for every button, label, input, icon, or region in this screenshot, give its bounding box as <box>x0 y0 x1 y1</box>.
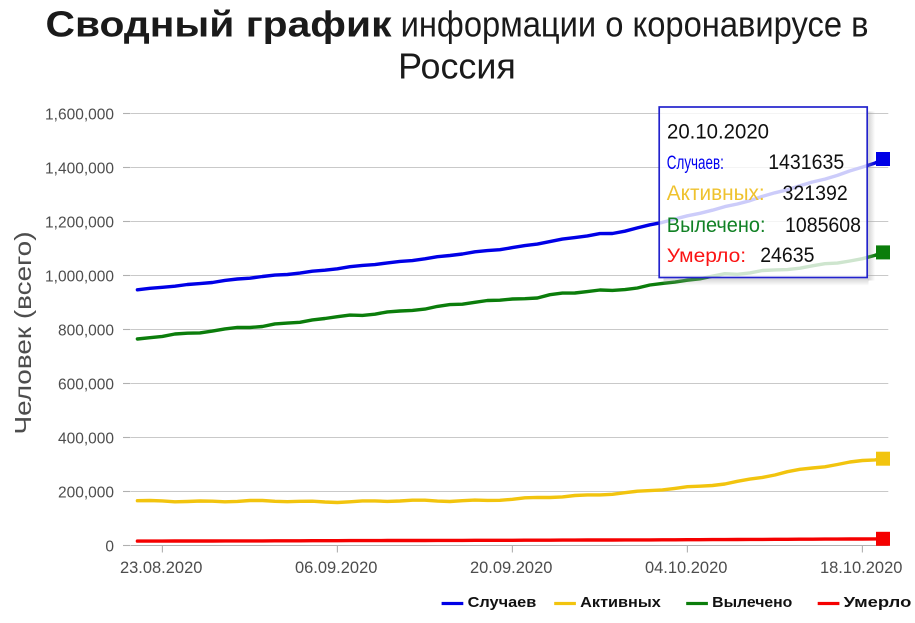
svg-text:18.10.2020: 18.10.2020 <box>820 558 903 577</box>
svg-text:1,600,000: 1,600,000 <box>45 106 114 123</box>
svg-text:Случаев:: Случаев: <box>667 153 724 174</box>
svg-text:1431635: 1431635 <box>768 151 844 174</box>
svg-text:Человек (всего): Человек (всего) <box>10 231 36 434</box>
svg-text:23.08.2020: 23.08.2020 <box>120 558 203 577</box>
svg-text:800,000: 800,000 <box>58 322 114 339</box>
svg-text:20.09.2020: 20.09.2020 <box>470 558 553 577</box>
svg-text:600,000: 600,000 <box>58 376 114 393</box>
svg-text:24635: 24635 <box>760 244 814 267</box>
svg-text:Вылечено:: Вылечено: <box>667 213 766 237</box>
svg-text:Сводный график информации о ко: Сводный график информации о коронавирусе… <box>46 5 869 45</box>
svg-text:Активных: Активных <box>580 594 661 611</box>
svg-text:06.09.2020: 06.09.2020 <box>295 558 378 577</box>
svg-text:321392: 321392 <box>783 182 848 205</box>
svg-text:200,000: 200,000 <box>58 484 114 501</box>
svg-text:Умерло: Умерло <box>844 594 912 611</box>
svg-text:Россия: Россия <box>398 47 516 87</box>
svg-text:04.10.2020: 04.10.2020 <box>645 558 728 577</box>
svg-text:20.10.2020: 20.10.2020 <box>667 120 769 144</box>
svg-text:Вылечено: Вылечено <box>712 594 792 611</box>
svg-text:1,400,000: 1,400,000 <box>45 160 114 177</box>
svg-text:Случаев: Случаев <box>468 594 537 611</box>
svg-text:Умерло:: Умерло: <box>667 245 746 267</box>
svg-text:1085608: 1085608 <box>785 214 861 237</box>
svg-text:Активных:: Активных: <box>667 181 765 205</box>
svg-text:0: 0 <box>105 538 114 555</box>
svg-text:1,200,000: 1,200,000 <box>45 214 114 231</box>
svg-text:400,000: 400,000 <box>58 430 114 447</box>
svg-text:1,000,000: 1,000,000 <box>45 268 114 285</box>
